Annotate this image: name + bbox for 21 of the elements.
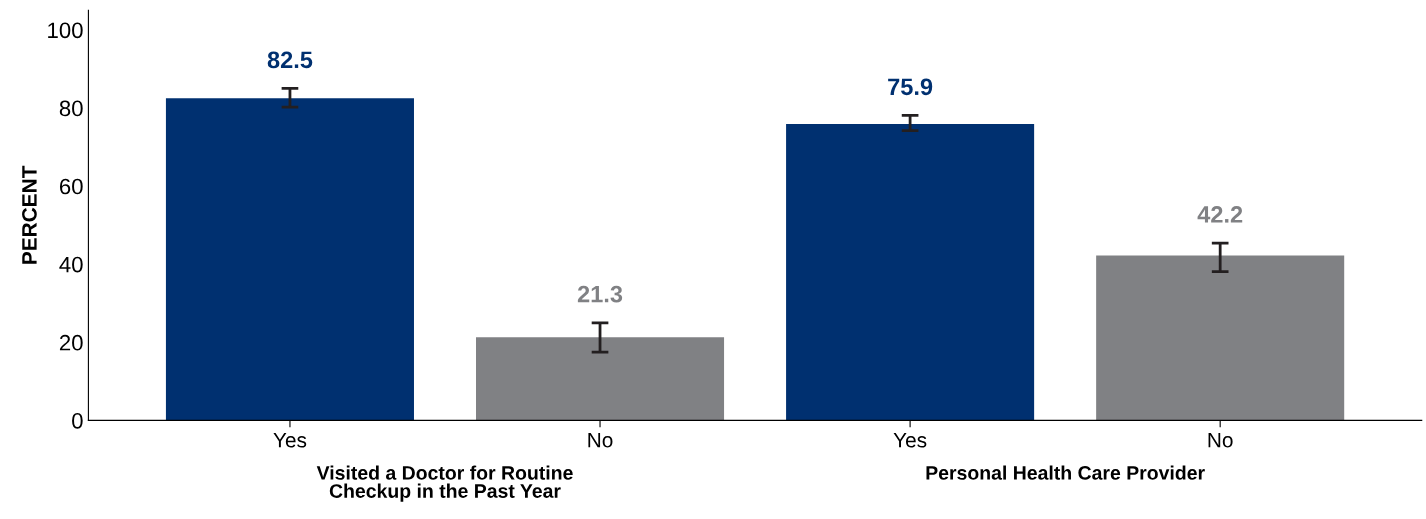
y-tick-label: 40 [59, 256, 83, 273]
y-tick-label: 20 [59, 334, 83, 351]
x-tick-label: Yes [893, 432, 927, 448]
data-label: 75.9 [888, 78, 933, 96]
x-tick-label: No [588, 432, 613, 448]
y-tick-label: 0 [72, 412, 83, 429]
y-tick-label: 100 [48, 22, 83, 39]
bar [1096, 255, 1345, 421]
bar [786, 124, 1035, 421]
y-axis-title: PERCENT [22, 165, 37, 264]
bar [476, 337, 725, 421]
bar [165, 98, 414, 421]
data-label: 42.2 [1197, 206, 1243, 223]
data-label: 82.5 [267, 51, 313, 69]
data-label: 21.3 [577, 285, 623, 303]
y-tick-label: 80 [59, 100, 83, 117]
x-tick-label: Yes [273, 432, 307, 448]
y-tick-label: 60 [59, 178, 83, 195]
text: Visited a Doctor for Routine Checkup in the Past Year [316, 465, 573, 502]
text: Personal Health Care Provider [926, 465, 1205, 480]
x-tick-label: No [1208, 432, 1233, 448]
